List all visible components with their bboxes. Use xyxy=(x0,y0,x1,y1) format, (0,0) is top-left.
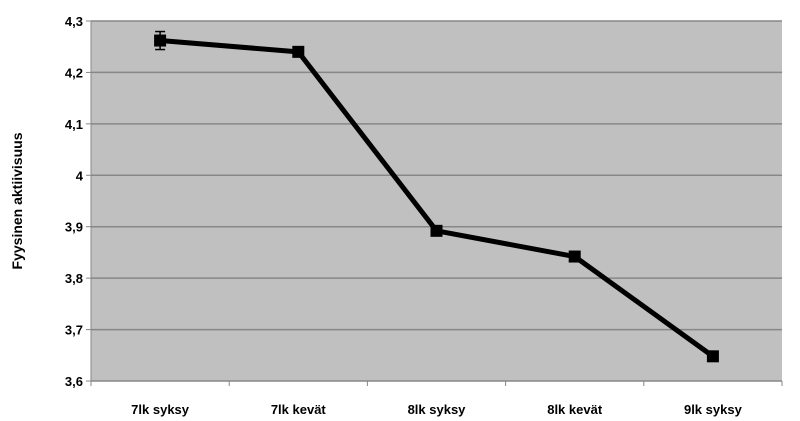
y-tick-label: 3,7 xyxy=(65,323,83,338)
y-tick-label: 4,3 xyxy=(65,14,83,29)
y-tick-labels: 3,6 3,7 3,8 3,9 4 4,1 4,2 4,3 xyxy=(65,14,84,389)
y-axis-title: Fyysinen aktiivisuus xyxy=(9,132,25,269)
plot-area xyxy=(91,21,782,381)
x-category-label: 7lk syksy xyxy=(131,402,190,417)
y-tick-label: 3,6 xyxy=(65,374,83,389)
x-tick-labels: 7lk syksy 7lk kevät 8lk syksy 8lk kevät 9lk … xyxy=(131,402,742,417)
data-point-marker xyxy=(292,45,305,58)
x-category-label: 9lk syksy xyxy=(684,402,743,417)
y-tick-label: 4,1 xyxy=(65,117,83,132)
y-tick-label: 3,9 xyxy=(65,220,83,235)
y-tick-label: 3,8 xyxy=(65,271,83,286)
data-point-marker xyxy=(706,350,719,363)
y-tick-label: 4,2 xyxy=(65,65,83,80)
x-category-label: 7lk kevät xyxy=(271,402,327,417)
axes xyxy=(86,20,783,386)
x-category-label: 8lk syksy xyxy=(408,402,467,417)
series-group xyxy=(154,30,719,363)
y-tick-label: 4 xyxy=(76,168,84,183)
x-category-label: 8lk kevät xyxy=(547,402,603,417)
data-point-marker xyxy=(430,224,443,237)
data-point-marker xyxy=(568,250,581,263)
